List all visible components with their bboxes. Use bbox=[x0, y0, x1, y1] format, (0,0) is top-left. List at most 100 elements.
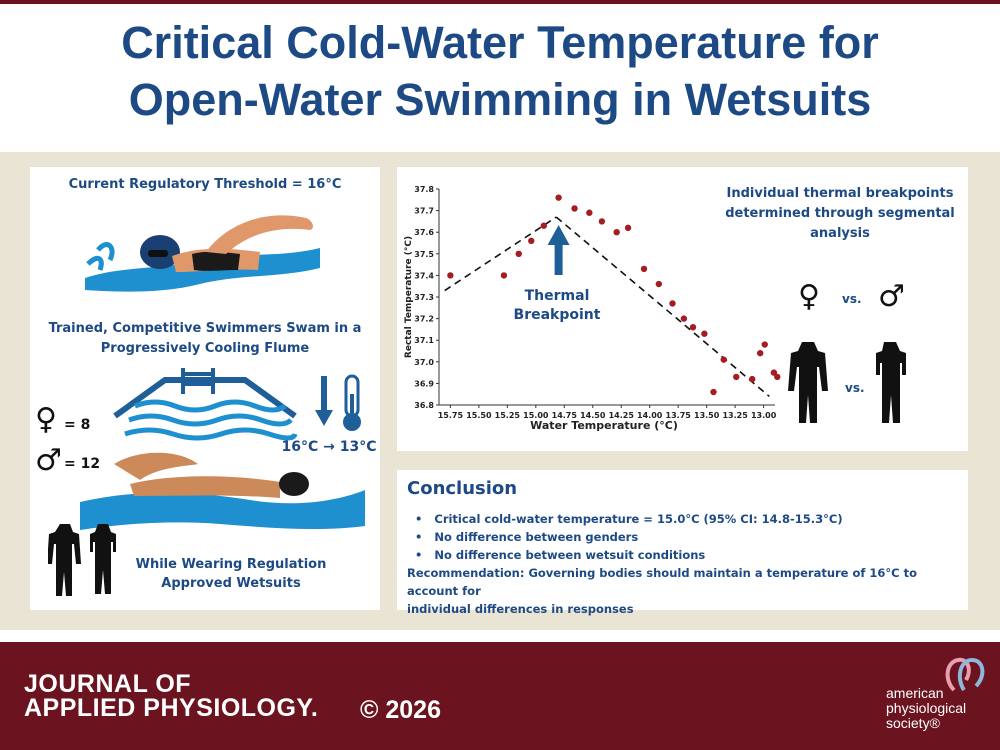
title-line-2: Open-Water Swimming in Wetsuits bbox=[128, 74, 872, 125]
male-count: = 12 bbox=[64, 456, 101, 472]
data-point bbox=[515, 250, 522, 257]
bullet-3-text: No difference between wetsuit conditions bbox=[434, 548, 706, 562]
data-point bbox=[720, 356, 727, 363]
data-point bbox=[613, 229, 620, 236]
data-point bbox=[669, 300, 676, 307]
wetsuit-comparison-icons bbox=[788, 342, 906, 423]
conclusion-bullet-1: • Critical cold-water temperature = 15.0… bbox=[415, 512, 843, 526]
swimsuit bbox=[192, 251, 240, 271]
breakpoint-label-line-2: Breakpoint bbox=[514, 307, 601, 323]
conclusion-panel bbox=[397, 470, 968, 610]
male-symbol: ♂ bbox=[878, 279, 905, 314]
x-tick-label: 13.75 bbox=[666, 411, 692, 420]
breakpoint-arrow-head bbox=[547, 225, 570, 245]
pool-wave-1 bbox=[134, 399, 287, 413]
wetsuit-icons bbox=[48, 524, 116, 596]
journal-name-line-1: JOURNAL OF bbox=[24, 670, 192, 698]
pool-icon bbox=[113, 368, 298, 441]
conclusion-body: • Critical cold-water temperature = 15.0… bbox=[407, 510, 962, 618]
x-tick-label: 13.25 bbox=[722, 411, 748, 420]
data-point bbox=[749, 375, 756, 383]
breakpoint-arrow-shaft bbox=[554, 243, 563, 275]
fullsuit-icon bbox=[48, 524, 81, 596]
data-points bbox=[447, 194, 781, 396]
recommendation-line-2: individual differences in responses bbox=[407, 602, 634, 616]
fit-line bbox=[555, 216, 770, 397]
aps-logo-icon bbox=[945, 657, 985, 692]
swim-cap-2 bbox=[279, 472, 309, 496]
x-axis-label: Water Temperature (°C) bbox=[530, 419, 678, 432]
fit-line bbox=[444, 216, 557, 292]
x-tick-label: 15.75 bbox=[438, 411, 464, 420]
y-tick-label: 37.3 bbox=[414, 293, 434, 302]
y-tick-label: 37.8 bbox=[414, 185, 434, 194]
y-tick-label: 37.2 bbox=[414, 315, 434, 324]
copyright: © 2026 bbox=[360, 696, 441, 724]
swim-water bbox=[80, 490, 365, 530]
breakpoint-label-line-1: Thermal bbox=[525, 288, 590, 304]
breakpoints-text: Individual thermal breakpoints determine… bbox=[718, 184, 962, 244]
swimmer-arm bbox=[206, 215, 313, 254]
thermometer-level bbox=[350, 394, 354, 420]
pool-wave-2 bbox=[128, 413, 293, 427]
data-point bbox=[689, 324, 697, 331]
data-point bbox=[640, 265, 648, 273]
swimmer-torso bbox=[130, 476, 280, 498]
swimmers-text-line-2: Progressively Cooling Flume bbox=[100, 341, 310, 356]
data-point bbox=[528, 237, 535, 245]
x-tick-label: 14.50 bbox=[580, 411, 606, 420]
breakpoint-scatter-chart: 37.8 37.7 37.6 37.5 37.4 37.3 37.2 37.1 37.0 36.9… bbox=[404, 185, 781, 432]
bullet-1-text: Critical cold-water temperature = 15.0°C… bbox=[434, 512, 843, 526]
wetsuit-text: While Wearing Regulation Approved Wetsui… bbox=[112, 555, 350, 593]
aps-wordmark: american physiological society® bbox=[886, 686, 966, 731]
x-tick-label: 15.25 bbox=[495, 411, 521, 420]
top-rule bbox=[0, 0, 1000, 4]
pool-ladder bbox=[181, 368, 215, 394]
gender-vs-text: vs. bbox=[842, 292, 862, 306]
data-point bbox=[555, 194, 562, 201]
breakpoints-text-line-1: Individual thermal breakpoints bbox=[726, 186, 954, 201]
aps-logo-loop-2 bbox=[957, 657, 985, 692]
breakpoints-text-line-3: analysis bbox=[810, 226, 870, 241]
data-point bbox=[701, 330, 708, 337]
data-point bbox=[770, 369, 778, 376]
aps-line-3: society® bbox=[886, 715, 940, 731]
data-point bbox=[710, 388, 717, 396]
data-point bbox=[774, 373, 781, 381]
data-point bbox=[540, 222, 547, 229]
x-tick-label: 14.75 bbox=[552, 411, 578, 420]
y-tick-label: 37.1 bbox=[414, 336, 434, 345]
freestyle-swimmer-illustration bbox=[80, 452, 365, 530]
swimmer-illustration bbox=[85, 215, 320, 292]
journal-name-line-2: APPLIED PHYSIOLOGY. bbox=[24, 694, 319, 722]
data-point bbox=[761, 341, 768, 348]
data-point bbox=[624, 224, 632, 232]
fit-lines bbox=[444, 216, 770, 397]
y-tick-label: 37.7 bbox=[414, 207, 434, 216]
conclusion-heading: Conclusion bbox=[407, 478, 518, 499]
splash-drops bbox=[86, 242, 115, 271]
goggles bbox=[148, 250, 168, 257]
pool-wave-3 bbox=[124, 427, 298, 441]
data-point bbox=[680, 315, 688, 322]
aps-line-2: physiological bbox=[886, 700, 967, 716]
x-ticks: 15.75 15.50 15.25 15.00 14.75 14.50 14.25 14.00… bbox=[438, 405, 777, 420]
swimmers-text: Trained, Competitive Swimmers Swam in a … bbox=[30, 319, 380, 359]
sleeveless-suit-icon-2 bbox=[876, 342, 906, 423]
down-arrow-head bbox=[315, 410, 333, 426]
y-tick-label: 37.6 bbox=[414, 228, 434, 237]
data-point bbox=[655, 280, 663, 288]
results-panel bbox=[397, 167, 968, 451]
wetsuit-text-line-2: Approved Wetsuits bbox=[161, 576, 301, 591]
data-point bbox=[756, 349, 764, 357]
male-icon: ♂ bbox=[35, 443, 62, 478]
suit-vs-text: vs. bbox=[845, 381, 865, 395]
x-tick-label: 15.50 bbox=[466, 411, 492, 420]
female-symbol: ♀ bbox=[798, 279, 820, 314]
y-tick-label: 37.4 bbox=[414, 271, 434, 280]
y-ticks: 37.8 37.7 37.6 37.5 37.4 37.3 37.2 37.1 37.0 36.9… bbox=[414, 185, 439, 410]
title-line-1: Critical Cold-Water Temperature for bbox=[121, 17, 879, 68]
y-tick-label: 37.0 bbox=[414, 358, 434, 367]
temp-range-text: 16°C → 13°C bbox=[281, 439, 377, 455]
page-title: Critical Cold-Water Temperature for Open… bbox=[0, 14, 1000, 128]
